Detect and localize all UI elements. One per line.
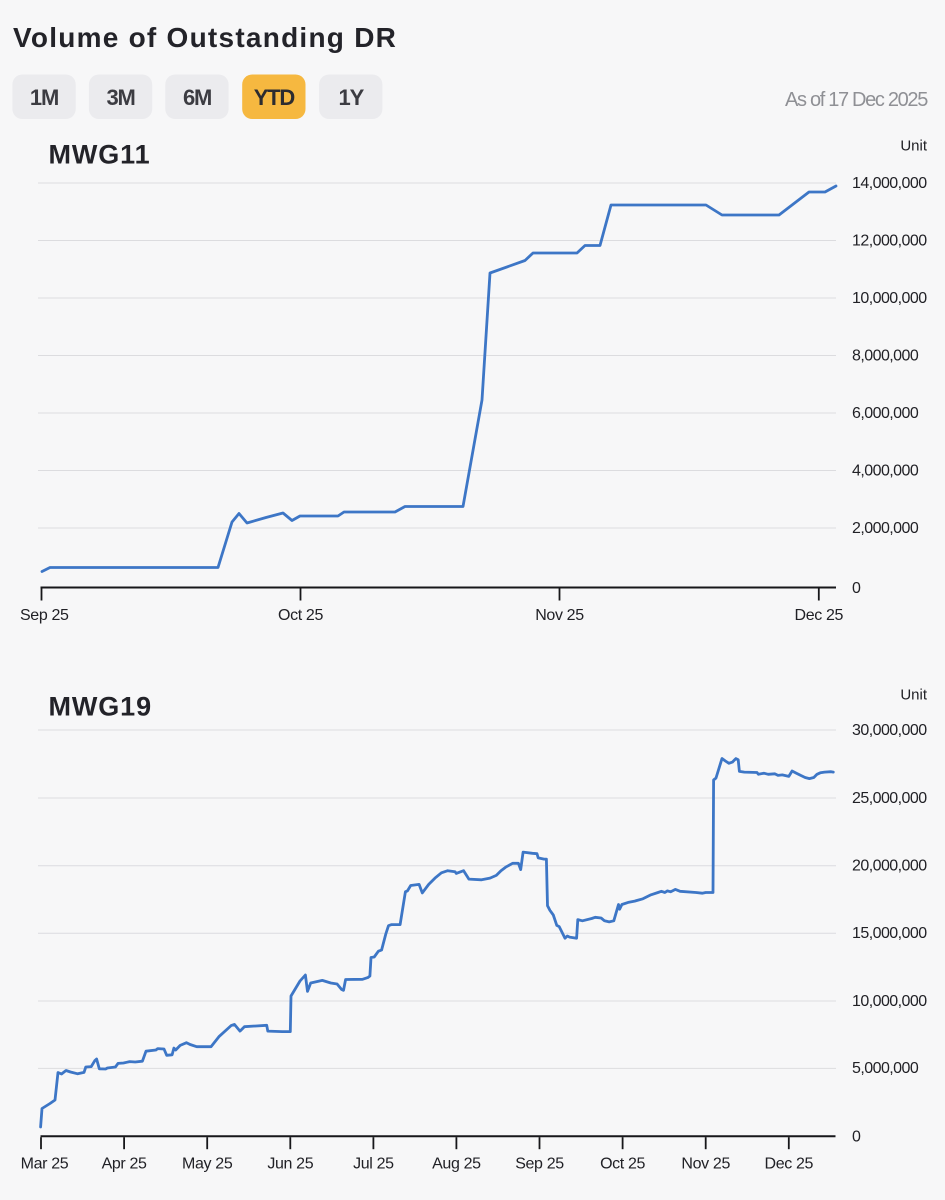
- svg-text:Dec 25: Dec 25: [764, 1155, 813, 1172]
- svg-text:12,000,000: 12,000,000: [852, 232, 927, 249]
- svg-text:25,000,000: 25,000,000: [852, 790, 927, 807]
- svg-text:Sep 25: Sep 25: [20, 607, 69, 624]
- svg-text:3M: 3M: [107, 85, 135, 110]
- svg-text:Oct 25: Oct 25: [600, 1155, 645, 1172]
- svg-text:Unit: Unit: [900, 687, 928, 704]
- svg-text:10,000,000: 10,000,000: [852, 290, 927, 307]
- svg-text:Volume of Outstanding DR: Volume of Outstanding DR: [13, 22, 397, 53]
- svg-text:As of 17 Dec 2025: As of 17 Dec 2025: [785, 89, 928, 111]
- svg-text:10,000,000: 10,000,000: [852, 993, 927, 1010]
- svg-text:Dec 25: Dec 25: [794, 607, 843, 624]
- svg-text:Apr 25: Apr 25: [102, 1155, 147, 1172]
- svg-text:15,000,000: 15,000,000: [852, 925, 927, 942]
- svg-text:Jul 25: Jul 25: [353, 1155, 394, 1172]
- svg-text:0: 0: [852, 1129, 861, 1146]
- svg-text:6M: 6M: [183, 85, 211, 110]
- svg-text:14,000,000: 14,000,000: [852, 175, 927, 192]
- svg-text:Aug 25: Aug 25: [432, 1155, 481, 1172]
- svg-text:May 25: May 25: [182, 1155, 233, 1172]
- svg-text:YTD: YTD: [254, 85, 295, 110]
- svg-text:Mar 25: Mar 25: [21, 1155, 69, 1172]
- svg-text:Jun 25: Jun 25: [267, 1155, 313, 1172]
- svg-text:2,000,000: 2,000,000: [852, 520, 919, 537]
- svg-text:1M: 1M: [30, 85, 58, 110]
- svg-text:30,000,000: 30,000,000: [852, 722, 927, 739]
- svg-text:Sep 25: Sep 25: [515, 1155, 564, 1172]
- svg-text:Nov 25: Nov 25: [535, 607, 584, 624]
- svg-text:6,000,000: 6,000,000: [852, 405, 919, 422]
- svg-text:0: 0: [852, 580, 861, 597]
- svg-text:5,000,000: 5,000,000: [852, 1060, 919, 1077]
- svg-text:4,000,000: 4,000,000: [852, 462, 919, 479]
- svg-text:Nov 25: Nov 25: [681, 1155, 730, 1172]
- svg-text:1Y: 1Y: [339, 85, 365, 110]
- svg-text:MWG11: MWG11: [49, 140, 151, 170]
- svg-text:8,000,000: 8,000,000: [852, 347, 919, 364]
- svg-text:Unit: Unit: [900, 138, 928, 155]
- svg-text:MWG19: MWG19: [49, 692, 153, 722]
- svg-text:Oct 25: Oct 25: [278, 607, 323, 624]
- svg-text:20,000,000: 20,000,000: [852, 858, 927, 875]
